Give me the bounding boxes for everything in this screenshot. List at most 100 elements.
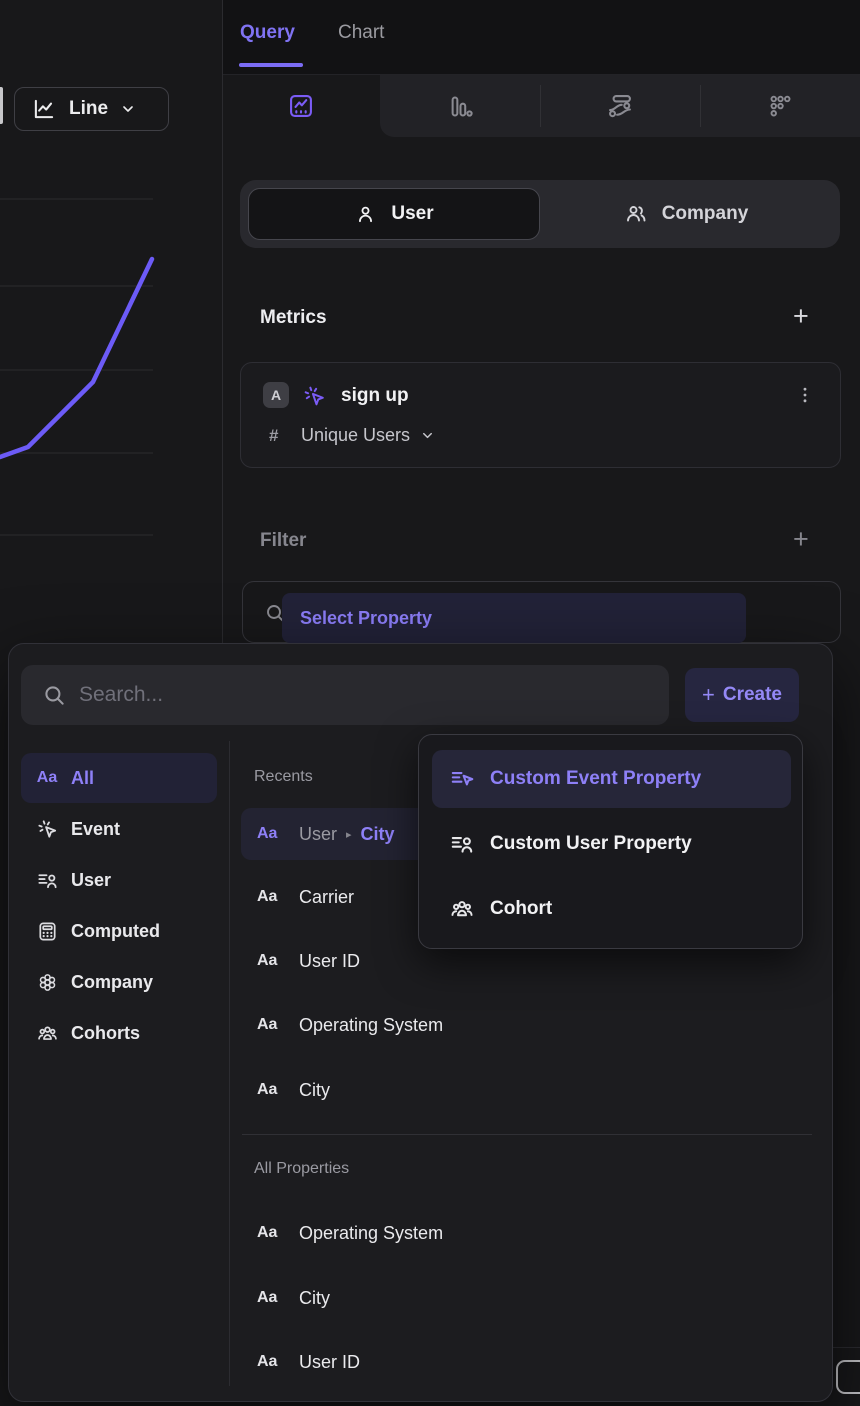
entity-user-label: User: [391, 203, 434, 224]
aa-icon: Aa: [257, 1081, 278, 1098]
breadcrumb-arrow-icon: ▸: [346, 828, 352, 841]
create-cohort[interactable]: Cohort: [432, 880, 791, 938]
property-parent: User: [299, 823, 338, 844]
plus-icon: +: [701, 682, 715, 707]
query-panel-header: [223, 0, 860, 75]
add-filter-button[interactable]: +: [793, 524, 809, 554]
calculator-icon: [35, 920, 59, 943]
property-label: Operating System: [299, 1014, 444, 1035]
chevron-down-icon: [120, 101, 136, 117]
tab-retention[interactable]: [754, 80, 806, 132]
property-picker-popover: + Create Aa All Event User Computed: [8, 643, 833, 1402]
recent-item-carrier[interactable]: Aa Carrier: [241, 871, 541, 923]
line-chart-icon: [31, 96, 57, 122]
tab-flows[interactable]: [594, 80, 646, 132]
property-item-user-id[interactable]: Aa User ID: [241, 1336, 541, 1388]
chart-type-label: Line: [69, 98, 109, 119]
property-label: City: [360, 823, 395, 844]
flows-icon: [606, 92, 634, 120]
panel-divider: [222, 0, 223, 643]
recents-title: Recents: [254, 768, 313, 785]
category-all[interactable]: Aa All: [21, 753, 217, 803]
category-event[interactable]: Event: [21, 804, 217, 854]
category-cohorts[interactable]: Cohorts: [21, 1008, 217, 1058]
entity-toggle-company[interactable]: Company: [540, 188, 832, 240]
metric-card[interactable]: A sign up # Unique Users: [240, 362, 841, 468]
person-icon: [354, 203, 377, 226]
property-label: City: [299, 1079, 330, 1100]
list-section-divider: [242, 1134, 812, 1135]
add-metric-button[interactable]: +: [793, 301, 809, 331]
aa-icon: Aa: [36, 769, 58, 786]
filter-property-selector[interactable]: Select Property: [282, 593, 746, 643]
tab-query[interactable]: Query: [240, 22, 295, 43]
bar-chart-icon: [447, 93, 474, 120]
picker-search-box[interactable]: [21, 665, 669, 725]
metrics-title: Metrics: [260, 307, 327, 328]
custom-user-property-icon: [448, 831, 476, 857]
picker-divider: [229, 741, 230, 1386]
insights-icon: [287, 92, 315, 120]
filter-property-placeholder: Select Property: [300, 607, 433, 628]
category-label: Event: [71, 818, 121, 839]
preview-line-chart: [0, 198, 155, 536]
aa-icon: Aa: [257, 1353, 278, 1370]
metric-event-name: sign up: [341, 385, 409, 406]
property-label: Operating System: [299, 1222, 444, 1243]
hash-icon: #: [269, 425, 279, 445]
tab-bar-chart[interactable]: [434, 80, 486, 132]
clipped-button-fragment: [0, 87, 3, 124]
category-label: Cohorts: [71, 1022, 140, 1043]
category-computed[interactable]: Computed: [21, 906, 217, 956]
property-item-operating-system[interactable]: Aa Operating System: [241, 1207, 541, 1259]
category-label: Computed: [71, 920, 160, 941]
category-label: All: [71, 767, 95, 788]
aa-icon: Aa: [257, 1224, 278, 1241]
custom-event-property-icon: [448, 766, 476, 792]
property-label: User ID: [299, 1351, 361, 1372]
category-label: User: [71, 869, 112, 890]
clipped-button-fragment: [836, 1360, 860, 1394]
property-item-city[interactable]: Aa City: [241, 1272, 541, 1324]
people-icon: [624, 202, 648, 226]
tab-insights[interactable]: [275, 80, 327, 132]
category-user[interactable]: User: [21, 855, 217, 905]
tab-chart[interactable]: Chart: [338, 22, 385, 43]
category-company[interactable]: Company: [21, 957, 217, 1007]
create-menu: Custom Event Property Custom User Proper…: [418, 734, 803, 949]
aa-icon: Aa: [257, 825, 278, 842]
property-label: City: [299, 1287, 330, 1308]
chart-type-dropdown[interactable]: Line: [14, 87, 169, 131]
metric-options-button[interactable]: [792, 382, 818, 408]
background-divider-fragment: [833, 1347, 860, 1348]
filter-title: Filter: [260, 530, 307, 551]
view-tab-divider: [700, 85, 701, 127]
filter-card: Select Property: [242, 581, 841, 643]
create-menu-label: Custom Event Property: [490, 768, 702, 789]
picker-search-input[interactable]: [79, 683, 619, 707]
aa-icon: Aa: [257, 1289, 278, 1306]
create-custom-event-property[interactable]: Custom Event Property: [432, 750, 791, 808]
recent-item-operating-system[interactable]: Aa Operating System: [241, 999, 541, 1051]
event-cursor-icon: [35, 818, 59, 841]
recent-item-city[interactable]: Aa City: [241, 1064, 541, 1116]
view-tab-divider: [540, 85, 541, 127]
recent-item-user-id[interactable]: Aa User ID: [241, 935, 541, 987]
property-label: User ID: [299, 950, 361, 971]
search-icon: [41, 682, 67, 708]
create-property-button[interactable]: + Create: [685, 668, 799, 722]
category-label: Company: [71, 971, 154, 992]
user-properties-icon: [35, 869, 59, 892]
entity-toggle-user[interactable]: User: [248, 188, 540, 240]
cohorts-icon: [35, 1022, 59, 1045]
event-cursor-icon: [302, 384, 327, 409]
cohort-icon: [448, 896, 476, 922]
active-tab-underline: [239, 63, 303, 67]
all-properties-title: All Properties: [254, 1160, 350, 1177]
aggregation-dropdown[interactable]: # Unique Users: [269, 425, 435, 446]
create-custom-user-property[interactable]: Custom User Property: [432, 815, 791, 873]
create-menu-label: Custom User Property: [490, 833, 692, 854]
retention-icon: [767, 93, 794, 120]
create-button-label: Create: [722, 684, 782, 705]
property-label: Carrier: [299, 886, 355, 907]
